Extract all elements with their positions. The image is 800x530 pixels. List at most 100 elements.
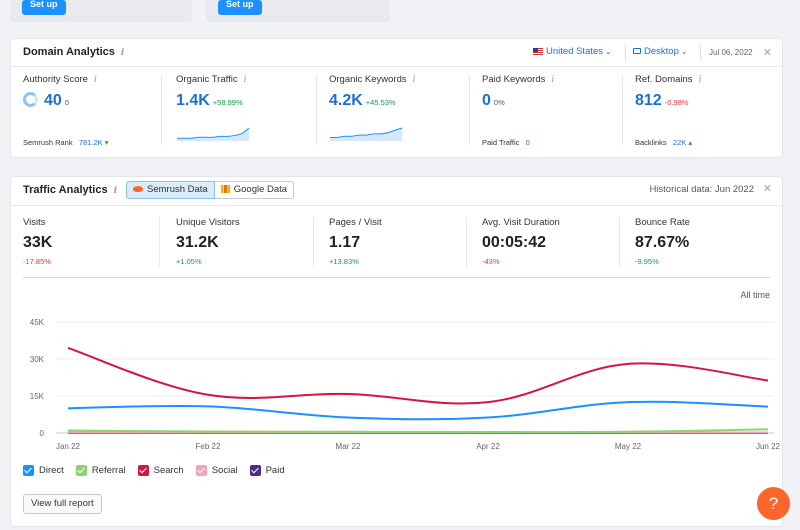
metric-label-text: Organic Keywords	[329, 74, 407, 85]
authority-score-suffix: 0	[64, 98, 69, 107]
checkbox-icon[interactable]	[249, 465, 261, 476]
info-icon[interactable]: i	[551, 75, 555, 85]
traffic-analytics-header: Traffic Analytics i Semrush Data Google D…	[11, 177, 782, 205]
divider	[316, 75, 317, 145]
metric-value: 1.17	[329, 234, 361, 251]
metric-value: 33K	[23, 234, 53, 251]
close-icon[interactable]: ✕	[762, 183, 772, 195]
metric-label-text: Paid Keywords	[482, 74, 546, 85]
metric-label: Authority Score i	[23, 74, 163, 85]
trend-arrow-icon: ▴	[688, 138, 693, 147]
report-date: Jul 06, 2022	[709, 48, 753, 57]
chevron-down-icon: ⌄	[680, 47, 688, 56]
metric-label: Pages / Visit	[329, 217, 382, 228]
metric-foot: Semrush Rank 781.2K ▾	[23, 138, 109, 147]
legend-item-paid[interactable]: Paid	[249, 465, 285, 476]
setup-button[interactable]: Set up	[22, 0, 66, 15]
semrush-rank-value[interactable]: 781.2K	[78, 138, 103, 147]
trend-arrow-icon: ▾	[104, 138, 109, 147]
checkbox-icon[interactable]	[75, 465, 87, 476]
info-icon[interactable]: i	[243, 75, 247, 85]
close-icon[interactable]: ✕	[762, 47, 772, 59]
legend-label: Search	[153, 465, 184, 476]
authority-score-metric: Authority Score i 40 0 Semrush Rank 781.2K…	[23, 74, 163, 150]
toggle-label: Google Data	[233, 184, 288, 195]
card-title: Traffic Analytics i	[23, 184, 117, 196]
traffic-analytics-card: Traffic Analytics i Semrush Data Google D…	[10, 176, 783, 527]
domain-analytics-header: Domain Analytics i United States ⌄ Desktop…	[11, 39, 782, 67]
divider	[161, 75, 162, 145]
foot-label: Paid Traffic	[482, 138, 520, 147]
country-select[interactable]: United States ⌄	[533, 46, 612, 57]
metric-value: 0 0%	[482, 92, 622, 110]
metric-delta: -43%	[482, 257, 500, 266]
info-icon[interactable]: i	[93, 75, 97, 85]
ref-domains-metric: Ref. Domains i 812 -0.98% Backlinks 22K ▴	[635, 74, 775, 150]
series-line-search[interactable]	[67, 346, 769, 405]
backlinks-value[interactable]: 22K	[672, 138, 687, 147]
x-tick-label: Jan 22	[56, 442, 81, 451]
sparkline-area	[330, 128, 402, 141]
ref-domains-value[interactable]: 812	[635, 92, 662, 109]
y-tick-label: 45K	[30, 318, 45, 327]
us-flag-icon	[533, 47, 543, 55]
unique-visitors-metric: Unique Visitors 31.2K +1.05%	[176, 217, 240, 266]
metric-label: Organic Keywords i	[329, 74, 474, 85]
foot-label: Backlinks	[635, 138, 667, 147]
metric-label: Unique Visitors	[176, 217, 240, 228]
time-range-selector[interactable]: All time	[740, 290, 770, 300]
semrush-data-toggle[interactable]: Semrush Data	[126, 181, 215, 199]
info-icon[interactable]: i	[120, 48, 125, 58]
domain-analytics-title: Domain Analytics	[23, 46, 115, 58]
visits-metric: Visits 33K -17.85%	[23, 217, 52, 266]
legend-item-referral[interactable]: Referral	[75, 465, 126, 476]
traffic-line-chart: 0 15K 30K 45K Jan 22 Feb 22 Mar 22 Apr 22 May 22…	[30, 318, 781, 451]
series-line-referral[interactable]	[67, 428, 769, 434]
setup-button[interactable]: Set up	[218, 0, 262, 15]
device-select[interactable]: Desktop ⌄	[633, 46, 688, 57]
metric-value: 812 -0.98%	[635, 92, 775, 110]
info-icon[interactable]: i	[412, 75, 416, 85]
legend-item-direct[interactable]: Direct	[23, 465, 64, 476]
view-full-report-button[interactable]: View full report	[23, 494, 102, 514]
checkbox-icon[interactable]	[137, 465, 149, 476]
divider	[622, 75, 623, 145]
chart-legend: Direct Referral Search Social Paid	[23, 465, 285, 476]
authority-score-value[interactable]: 40	[44, 92, 62, 109]
divider	[700, 45, 701, 60]
legend-item-social[interactable]: Social	[195, 465, 238, 476]
metric-delta: +13.83%	[329, 257, 359, 266]
organic-traffic-value[interactable]: 1.4K	[176, 92, 210, 109]
metric-label: Paid Keywords i	[482, 74, 622, 85]
paid-keywords-value[interactable]: 0	[482, 92, 491, 109]
google-data-toggle[interactable]: Google Data	[214, 181, 295, 199]
section-divider	[23, 277, 770, 278]
card-title: Domain Analytics i	[23, 46, 124, 58]
divider	[469, 75, 470, 145]
info-icon[interactable]: i	[113, 186, 117, 196]
organic-keywords-value[interactable]: 4.2K	[329, 92, 363, 109]
y-tick-label: 0	[40, 429, 45, 438]
organic-traffic-metric: Organic Traffic i 1.4K +58.99%	[176, 74, 316, 150]
series-line-direct[interactable]	[67, 400, 769, 421]
checkbox-icon[interactable]	[23, 465, 34, 476]
help-button[interactable]: ?	[757, 487, 790, 520]
metric-foot: Paid Traffic 0	[482, 138, 530, 147]
legend-item-search[interactable]: Search	[137, 465, 184, 476]
foot-label: Semrush Rank	[23, 138, 73, 147]
top-card-2: Set up	[206, 0, 390, 22]
metric-label-text: Authority Score	[23, 74, 88, 85]
info-icon[interactable]: i	[698, 75, 702, 85]
legend-label: Referral	[91, 465, 126, 476]
metric-delta: +58.99%	[212, 98, 243, 107]
divider	[625, 45, 626, 60]
organic-keywords-sparkline	[329, 127, 403, 141]
y-tick-label: 30K	[30, 355, 45, 364]
pages-per-visit-metric: Pages / Visit 1.17 +13.83%	[329, 217, 382, 266]
metric-label-text: Organic Traffic	[176, 74, 238, 85]
divider	[313, 217, 314, 267]
paid-traffic-value[interactable]: 0	[525, 138, 530, 147]
divider	[159, 217, 160, 267]
header-divider	[11, 205, 782, 206]
checkbox-icon[interactable]	[195, 465, 207, 476]
